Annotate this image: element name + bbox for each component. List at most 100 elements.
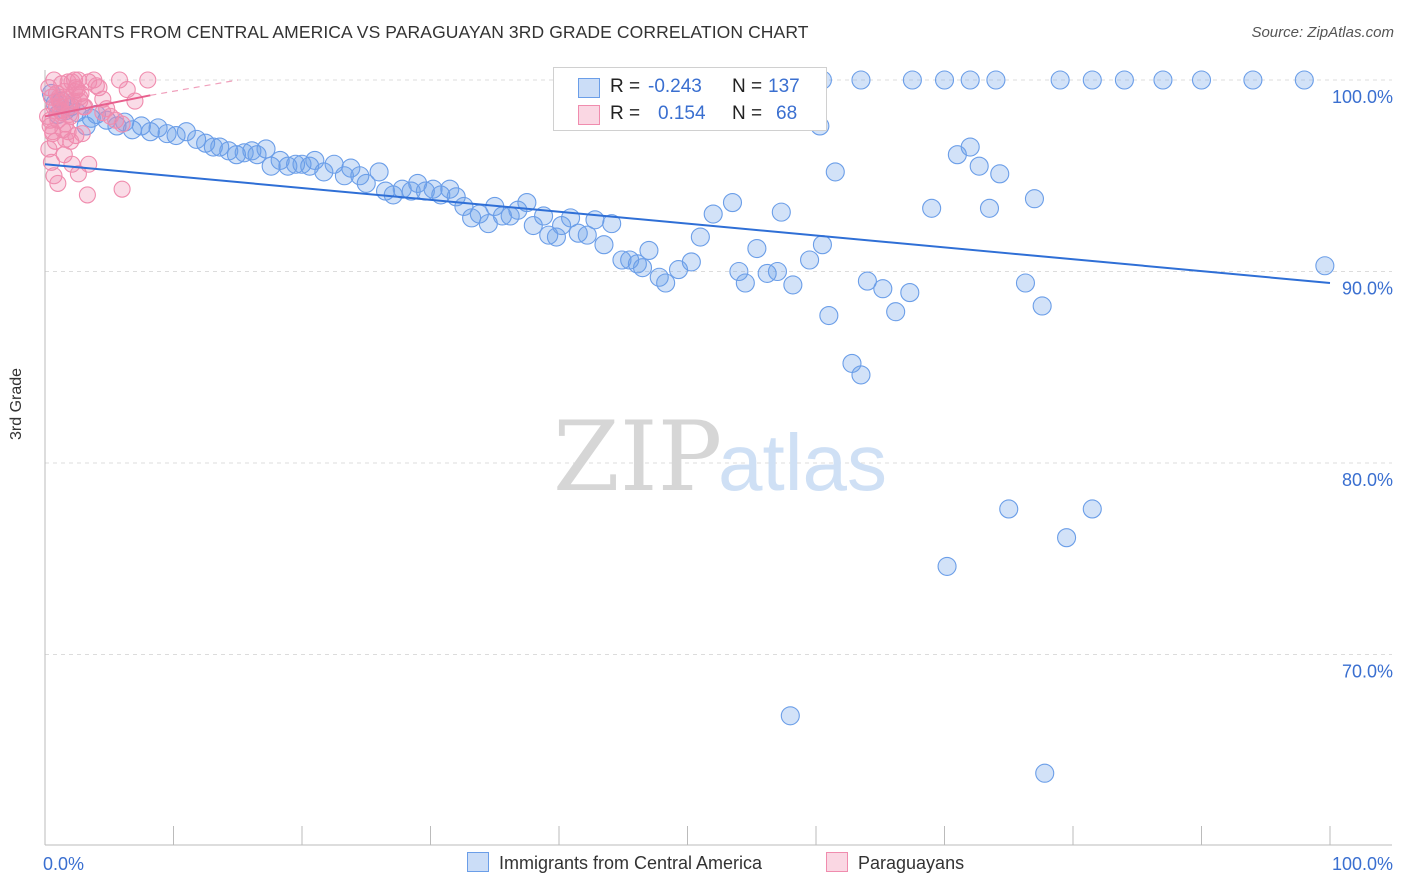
data-point xyxy=(780,706,800,726)
legend-swatch-blue xyxy=(578,78,600,98)
data-point xyxy=(256,139,276,159)
data-point xyxy=(1114,70,1134,90)
data-point xyxy=(969,156,989,176)
data-point xyxy=(131,116,151,136)
data-point xyxy=(886,302,906,322)
bottom-legend-central-america: Immigrants from Central America xyxy=(467,852,762,874)
data-point xyxy=(431,185,451,205)
data-point xyxy=(40,140,58,158)
data-point xyxy=(113,180,131,198)
series-layer xyxy=(39,70,1335,783)
data-point xyxy=(612,250,632,270)
data-point xyxy=(857,271,877,291)
data-point xyxy=(1294,70,1314,90)
watermark-atlas: atlas xyxy=(718,418,887,507)
data-point xyxy=(1024,189,1044,209)
series-paraguayans xyxy=(39,71,157,204)
data-point xyxy=(851,365,871,385)
data-point xyxy=(960,70,980,90)
data-point xyxy=(440,179,460,199)
data-point xyxy=(922,198,942,218)
axes xyxy=(44,70,1392,846)
data-point xyxy=(771,202,791,222)
grid-lines xyxy=(45,79,1392,655)
data-point xyxy=(350,166,370,186)
data-point xyxy=(539,225,559,245)
data-point xyxy=(639,240,659,260)
data-point xyxy=(59,73,77,91)
x-tick-label: 100.0% xyxy=(1332,854,1393,874)
legend-r-value: 0.154 xyxy=(658,103,706,124)
data-point xyxy=(990,164,1010,184)
data-point xyxy=(656,273,676,293)
series-central-america xyxy=(41,70,1335,783)
data-point xyxy=(979,198,1000,218)
data-point xyxy=(356,173,376,193)
data-point xyxy=(729,261,749,282)
bottom-legend-swatch-blue xyxy=(467,852,489,872)
data-point xyxy=(148,118,168,138)
data-point xyxy=(292,154,312,174)
legend-row-paraguayans: R = 0.154 N = 68 xyxy=(554,102,826,128)
data-point xyxy=(247,145,267,165)
legend-n-label: N = xyxy=(732,76,763,97)
data-point xyxy=(902,70,922,90)
data-point xyxy=(517,193,537,213)
data-point xyxy=(934,70,955,90)
legend-r-label: R = xyxy=(610,103,641,124)
bottom-legend-paraguayans: Paraguayans xyxy=(826,852,964,874)
trend-line-extension xyxy=(150,79,238,96)
data-point xyxy=(546,227,566,247)
legend-row-central-america: R = -0.243 N = 137 xyxy=(554,75,826,101)
data-point xyxy=(819,305,839,326)
data-point xyxy=(176,122,196,142)
data-point xyxy=(63,155,81,173)
legend-n-value: 68 xyxy=(776,103,798,124)
data-point xyxy=(60,105,78,124)
data-point xyxy=(45,71,63,89)
data-point xyxy=(1032,296,1052,316)
data-point xyxy=(1082,499,1102,519)
data-point xyxy=(67,126,85,145)
data-point xyxy=(66,82,84,101)
data-point xyxy=(1015,273,1036,293)
data-point xyxy=(1057,528,1077,548)
legend-n-value: 137 xyxy=(768,76,800,97)
y-tick-label: 70.0% xyxy=(1342,662,1393,682)
data-point xyxy=(300,156,320,176)
data-point xyxy=(113,115,131,133)
data-point xyxy=(1082,70,1102,90)
data-point xyxy=(767,261,788,282)
data-point xyxy=(261,156,281,176)
watermark: ZIP atlas xyxy=(553,401,887,513)
data-point xyxy=(1315,256,1335,276)
data-point xyxy=(602,214,622,234)
x-tick-label: 0.0% xyxy=(43,854,84,874)
chart-title: IMMIGRANTS FROM CENTRAL AMERICA VS PARAG… xyxy=(12,22,809,42)
y-axis-label: 3rd Grade xyxy=(8,367,25,440)
data-point xyxy=(747,238,767,259)
legend-n-label: N = xyxy=(732,103,763,124)
data-point xyxy=(690,227,710,247)
data-point xyxy=(960,137,980,157)
data-point xyxy=(632,258,653,278)
data-point xyxy=(314,162,334,182)
watermark-zip: ZIP xyxy=(553,401,722,513)
data-point xyxy=(80,155,98,173)
data-point xyxy=(523,215,543,236)
data-point xyxy=(1191,70,1212,90)
data-point xyxy=(1035,763,1055,783)
data-point xyxy=(57,115,75,133)
data-point xyxy=(783,275,803,295)
legend-r-label: R = xyxy=(610,76,641,97)
tick-labels: 100.0% 90.0% 80.0% 70.0% 0.0% 100.0% xyxy=(43,87,1393,874)
data-point xyxy=(166,125,186,146)
data-point xyxy=(1243,70,1263,90)
correlation-legend: R = -0.243 N = 137 R = 0.154 N = 68 xyxy=(553,67,827,131)
y-tick-label: 90.0% xyxy=(1342,279,1393,299)
legend-r-value: -0.243 xyxy=(648,76,702,97)
trend-lines xyxy=(44,79,1331,284)
data-point xyxy=(1050,70,1070,90)
data-point xyxy=(49,174,67,192)
data-point xyxy=(73,125,91,143)
